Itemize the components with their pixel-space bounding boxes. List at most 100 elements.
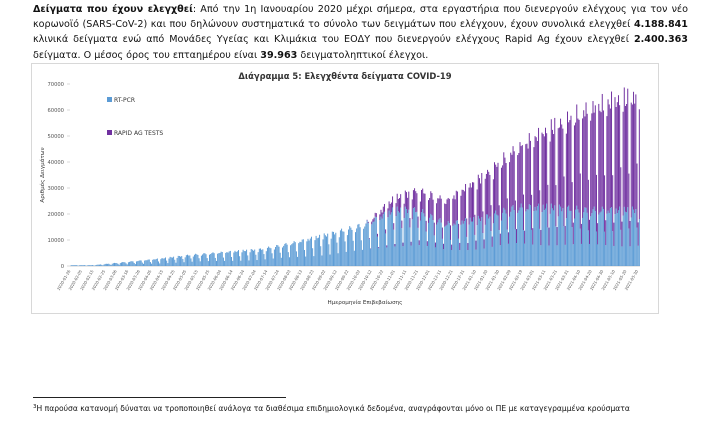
rtpcr-bar [155,258,157,266]
rapid-ag-bar [434,242,436,248]
rtpcr-bar [600,211,602,266]
rapid-ag-bar [410,241,412,246]
rapid-ag-bar [500,167,502,221]
rtpcr-bar [404,206,406,266]
rapid-ag-bar [412,190,414,209]
rtpcr-bar [290,245,292,266]
rapid-ag-bar [635,94,637,210]
rtpcr-bar [300,242,302,266]
rtpcr-bar [367,223,369,266]
rtpcr-bar [149,262,151,266]
rtpcr-bar [452,225,454,266]
rtpcr-bar [103,264,105,266]
rtpcr-bar [444,226,446,266]
rtpcr-bar [606,213,608,266]
rapid-ag-bar [380,209,382,217]
rtpcr-bar [320,246,322,266]
rtpcr-bar [308,240,310,266]
rtpcr-bar [525,211,527,266]
rtpcr-bar [482,232,484,266]
rtpcr-bar [118,264,120,266]
rtpcr-bar [306,241,308,266]
rapid-ag-bar [510,152,512,212]
rtpcr-bar [619,206,621,266]
rtpcr-bar [427,222,429,266]
rtpcr-bar [219,252,221,266]
rtpcr-bar [568,205,570,266]
rtpcr-bar [563,226,565,266]
rapid-ag-bar [461,189,463,221]
rtpcr-bar [633,209,635,266]
rapid-ag-bar [591,113,593,214]
rapid-ag-bar [514,200,516,230]
rapid-ag-bar [467,243,469,251]
rtpcr-bar [620,229,622,266]
rtpcr-bar [261,249,263,266]
rapid-ag-bar [572,222,574,245]
rtpcr-bar [502,212,504,266]
rtpcr-bar [177,255,179,266]
rapid-ag-bar [459,242,461,251]
rtpcr-bar [97,264,99,266]
rapid-ag-bar [487,169,489,215]
rtpcr-bar [599,212,601,266]
weekly-average: 39.963 [260,49,298,61]
rtpcr-bar [363,228,365,266]
rtpcr-bar [590,216,592,266]
rtpcr-bar [397,211,399,266]
rapid-ag-bar [575,122,577,210]
rtpcr-bar [331,231,333,266]
rapid-ag-bar [470,187,472,222]
rapid-ag-bar [454,199,456,225]
rtpcr-bar [480,221,482,266]
rtpcr-bar [211,253,213,266]
rapid-ag-bar [545,127,546,209]
rtpcr-bar [615,208,617,266]
rapid-ag-bar [489,174,491,217]
rapid-ag-bar [404,190,406,207]
rtpcr-bar [141,262,143,266]
rtpcr-bar [495,210,497,266]
rtpcr-bar [312,248,314,266]
rtpcr-bar [399,212,401,266]
rtpcr-bar [623,206,625,266]
rtpcr-bar [361,249,363,266]
rtpcr-bar [82,265,84,266]
y-tick-label: 50000 [47,134,64,140]
rtpcr-bar [455,220,457,266]
rtpcr-bar [567,206,568,266]
rtpcr-bar [454,224,456,266]
rapid-ag-bar [582,118,584,218]
rtpcr-bar [255,254,257,266]
rtpcr-bar [403,217,405,266]
rtpcr-bar [74,265,76,266]
rapid-ag-bar [542,134,544,205]
rtpcr-bar [395,216,397,266]
rapid-ag-bar [382,206,384,215]
rtpcr-bar [430,213,432,266]
rapid-ag-bar [516,228,518,244]
rapid-ag-bar [513,151,515,211]
rtpcr-bar [473,217,475,266]
rtpcr-bar [109,264,111,266]
rapid-ag-bar [629,220,631,247]
rtpcr-bar [487,214,489,266]
rtpcr-bar [313,256,315,266]
rtpcr-bar [419,220,421,266]
rapid-ag-bar [469,183,471,218]
rtpcr-bar [89,265,91,266]
rtpcr-bar [638,219,640,266]
rtpcr-bar [203,253,205,266]
rtpcr-bar [140,260,142,266]
rtpcr-bar [124,262,126,266]
rtpcr-bar [138,260,140,266]
rapid-ag-bar [511,154,513,207]
rtpcr-bar [426,245,428,266]
rtpcr-bar [576,205,578,266]
rtpcr-bar [570,210,572,266]
y-tick-label: 70000 [47,82,64,88]
rapid-ag-bar [564,225,566,245]
rtpcr-bar [446,224,448,266]
rtpcr-bar [396,206,398,266]
rtpcr-bar [294,242,296,266]
